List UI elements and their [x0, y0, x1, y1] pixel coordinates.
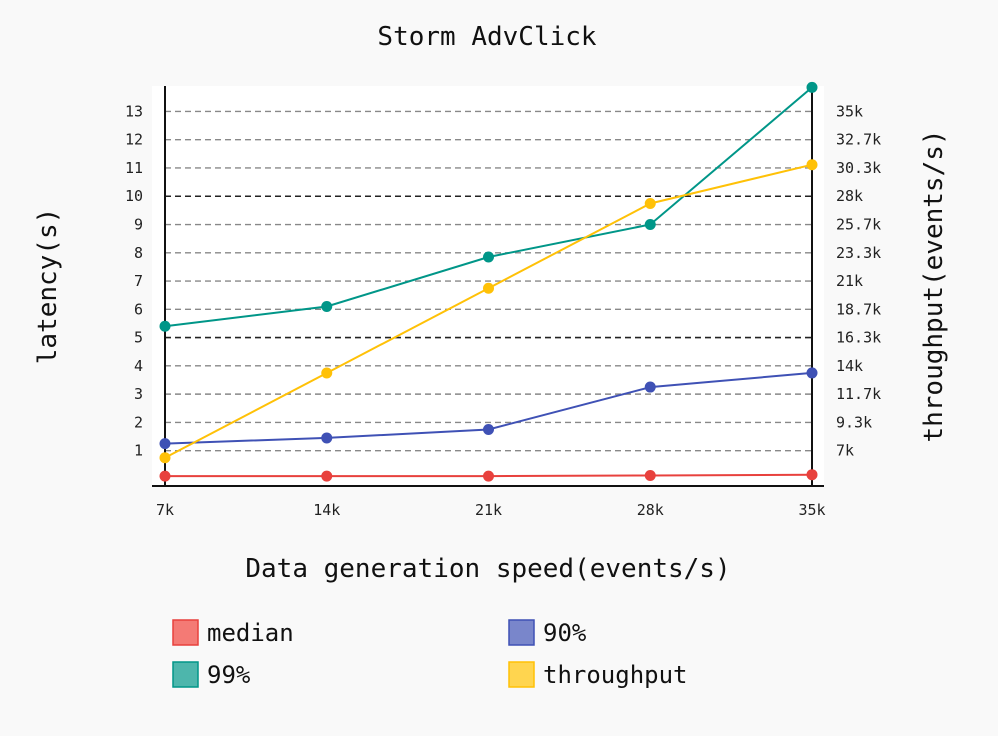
- y-tick-label: 4: [134, 357, 143, 375]
- legend-item: throughput: [508, 661, 688, 689]
- data-point: [806, 159, 818, 171]
- data-point: [159, 320, 171, 332]
- legend-swatch: [172, 661, 199, 688]
- legend-label: 99%: [207, 661, 251, 689]
- data-point: [483, 470, 494, 482]
- y2-tick-label: 18.7k: [836, 300, 881, 318]
- y2-tick-label: 21k: [836, 272, 863, 290]
- y-tick-label: 1: [134, 442, 143, 460]
- y-tick-label: 10: [125, 187, 143, 205]
- series-throughput: [159, 159, 818, 464]
- y2-tick-label: 7k: [836, 442, 854, 460]
- data-point: [321, 367, 333, 379]
- data-point: [806, 469, 818, 481]
- y2-tick-labels: 7k 9.3k 11.7k 14k 16.3k 18.7k 21k 23.3k 25.7k 28k…: [836, 102, 881, 459]
- y2-tick-label: 9.3k: [836, 413, 872, 431]
- legend-item: 99%: [172, 661, 251, 689]
- x-axis-title: Data generation speed(events/s): [245, 554, 730, 584]
- y-tick-label: 7: [134, 272, 143, 290]
- legend-swatch: [508, 661, 535, 688]
- y-tick-label: 11: [125, 159, 143, 177]
- data-point: [806, 367, 818, 379]
- x-tick-label: 35k: [798, 501, 825, 519]
- y-tick-label: 13: [125, 102, 143, 120]
- data-point: [321, 432, 333, 444]
- series-90%: [159, 367, 818, 450]
- x-tick-label: 21k: [475, 501, 502, 519]
- legend-swatch: [172, 619, 199, 646]
- series-layer: [159, 81, 818, 482]
- data-point: [644, 219, 656, 231]
- y-tick-label: 9: [134, 216, 143, 234]
- y2-tick-label: 28k: [836, 187, 863, 205]
- x-tick-label: 28k: [637, 501, 664, 519]
- y2-tick-label: 32.7k: [836, 131, 881, 149]
- legend-label: median: [207, 619, 294, 647]
- y-tick-label: 2: [134, 413, 143, 431]
- y-tick-label: 12: [125, 131, 143, 149]
- legend: median 90% 99% throughput: [172, 619, 688, 689]
- y2-tick-label: 23.3k: [836, 244, 881, 262]
- chart-title: Storm AdvClick: [377, 22, 596, 52]
- legend-item: 90%: [508, 619, 587, 647]
- data-point: [159, 470, 171, 482]
- x-tick-labels: 7k 14k 21k 28k 35k: [156, 501, 826, 519]
- x-tick-label: 7k: [156, 501, 174, 519]
- data-point: [483, 251, 494, 263]
- data-point: [644, 381, 656, 393]
- y-tick-label: 6: [134, 300, 143, 318]
- data-point: [321, 300, 333, 312]
- data-point: [159, 452, 171, 464]
- legend-label: throughput: [543, 661, 688, 689]
- series-99%: [159, 81, 818, 332]
- legend-label: 90%: [543, 619, 587, 647]
- y2-tick-label: 35k: [836, 102, 863, 120]
- legend-item: median: [172, 619, 294, 647]
- data-point: [806, 81, 818, 93]
- data-point: [321, 470, 333, 482]
- data-point: [483, 423, 494, 435]
- y-tick-label: 5: [134, 329, 143, 347]
- y-tick-label: 8: [134, 244, 143, 262]
- x-tick-label: 14k: [313, 501, 340, 519]
- y2-tick-label: 14k: [836, 357, 863, 375]
- legend-swatch: [508, 619, 535, 646]
- y2-axis-title: throughput(events/s): [919, 129, 949, 442]
- data-point: [644, 197, 656, 209]
- y2-tick-label: 11.7k: [836, 385, 881, 403]
- y-tick-label: 3: [134, 385, 143, 403]
- y2-tick-label: 25.7k: [836, 216, 881, 234]
- data-point: [483, 282, 494, 294]
- series-median: [159, 469, 818, 482]
- y-axis-title: latency(s): [33, 208, 63, 365]
- data-point: [644, 470, 656, 482]
- data-point: [159, 438, 171, 450]
- y2-tick-label: 30.3k: [836, 159, 881, 177]
- y2-tick-label: 16.3k: [836, 329, 881, 347]
